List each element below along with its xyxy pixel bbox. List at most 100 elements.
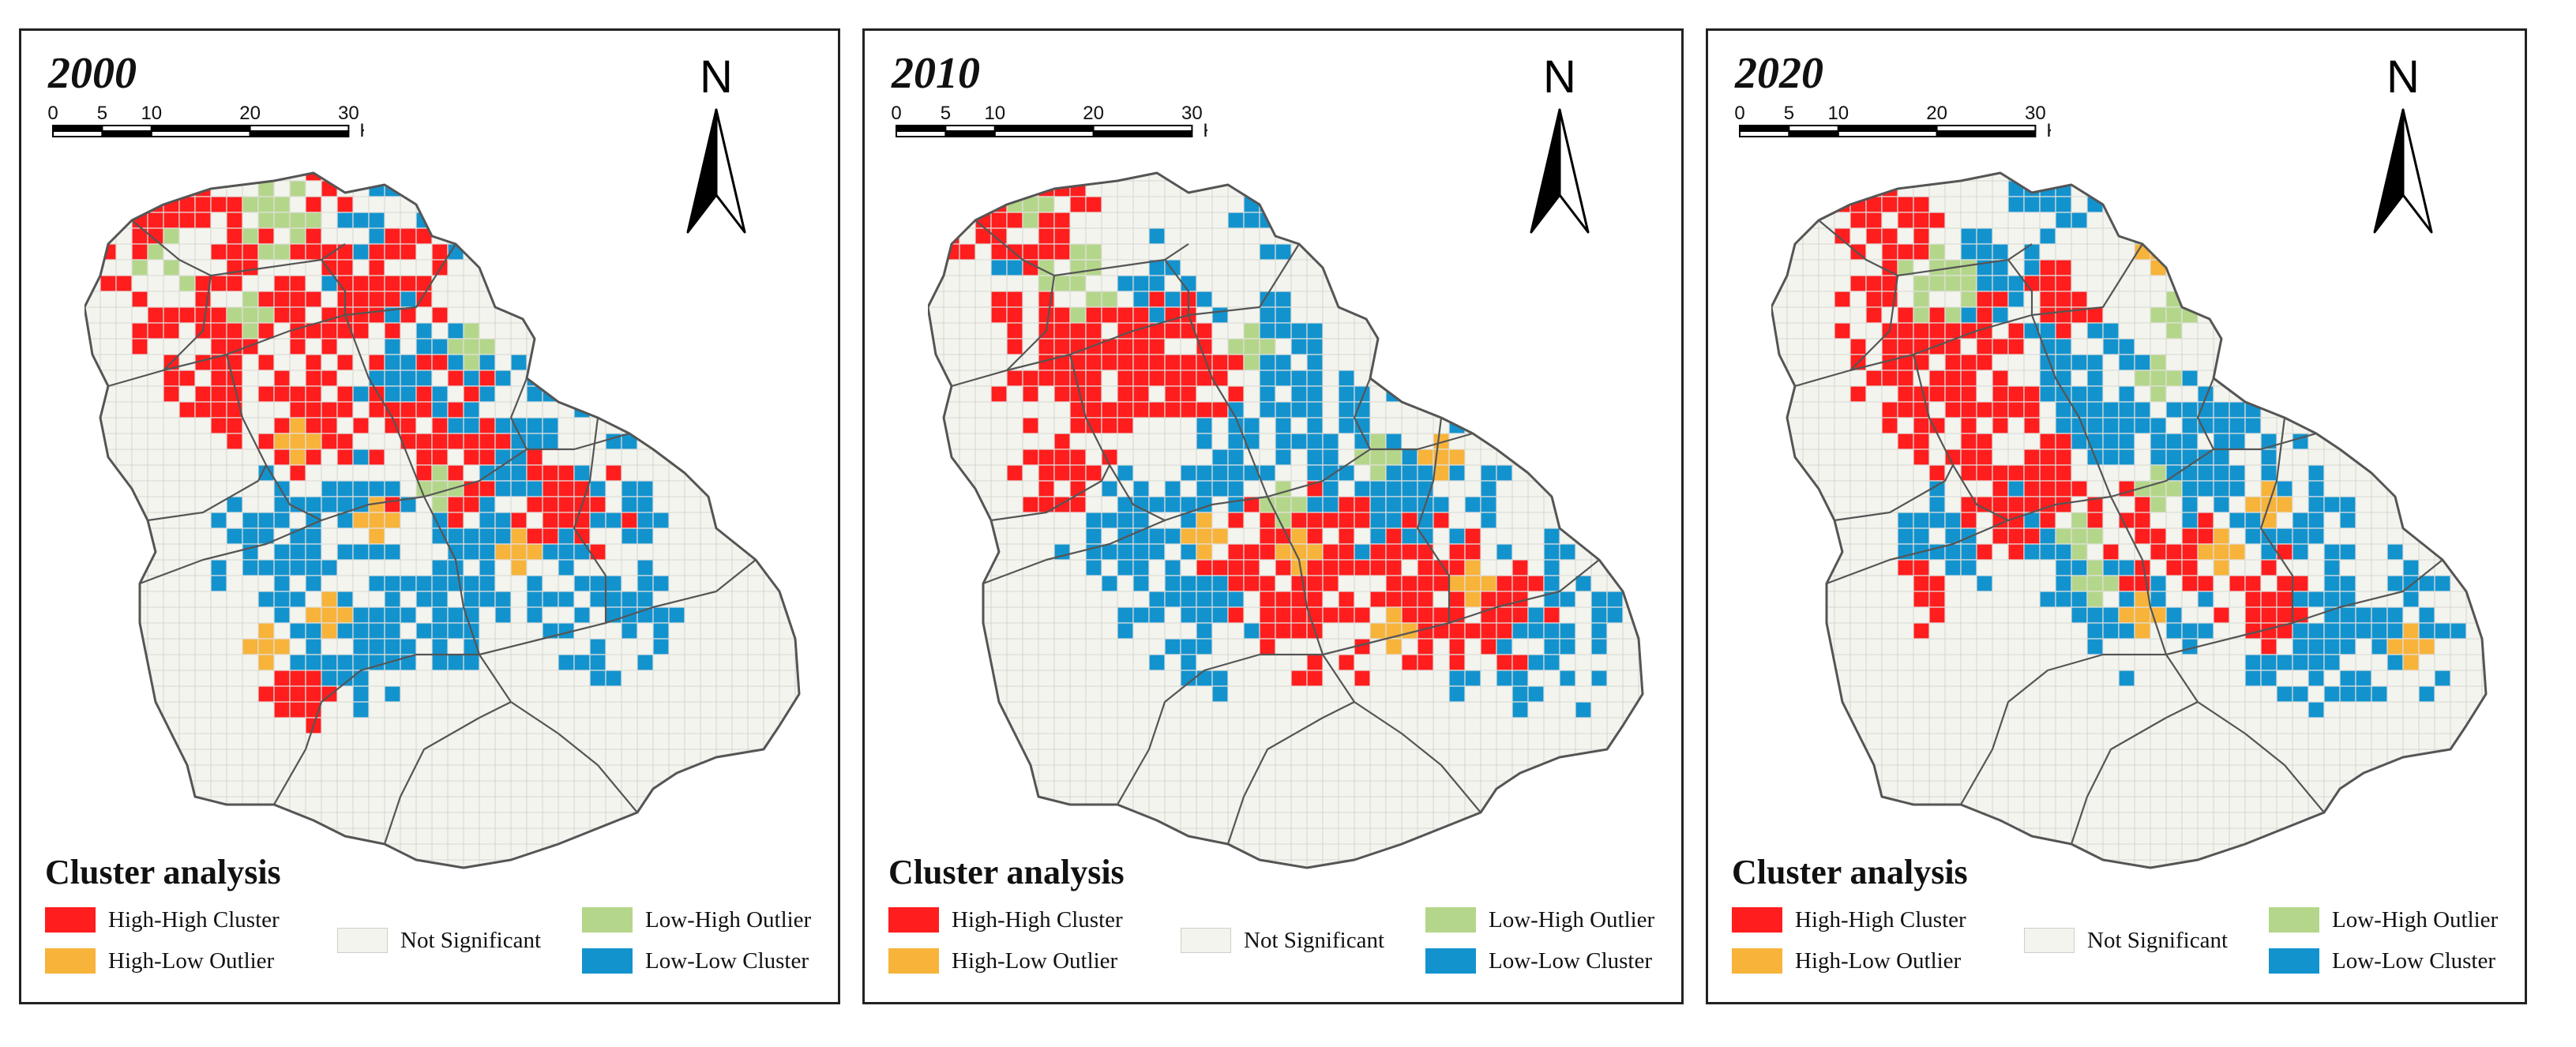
cell-hh (131, 291, 148, 308)
cell-ll (494, 591, 512, 608)
cell-hh (1243, 575, 1260, 592)
cell-ll (2118, 401, 2135, 418)
cell-ll (510, 464, 528, 482)
cell-hh (1038, 212, 1055, 229)
cell-hh (2276, 543, 2293, 561)
cell-ll (1290, 370, 1308, 387)
cell-hl (1180, 527, 1197, 545)
north-arrow-icon: N (1530, 54, 1590, 234)
cell-ll (573, 543, 591, 561)
cell-hh (147, 212, 164, 229)
cell-ll (1227, 212, 1245, 229)
cell-hh (336, 448, 354, 466)
cell-ll (368, 180, 385, 197)
cell-hh (84, 196, 101, 213)
cell-hh (163, 173, 180, 182)
cell-ll (368, 606, 385, 624)
cell-ll (415, 173, 433, 182)
cluster-map (1771, 149, 2488, 869)
cell-ll (1306, 433, 1324, 450)
district-boundaries (951, 220, 1600, 845)
cell-hh (257, 354, 275, 371)
cell-hh (273, 448, 291, 466)
legend-swatch-lh (1425, 907, 1476, 933)
legend-swatch-hh (1732, 907, 1782, 933)
cell-hh (1196, 559, 1213, 576)
cell-hh (1290, 622, 1308, 640)
district-boundary (990, 464, 1110, 522)
cell-hh (1227, 354, 1245, 371)
cell-hh (2118, 575, 2135, 592)
cell-ll (1385, 433, 1403, 450)
cell-ll (2229, 401, 2246, 418)
cell-ll (2181, 448, 2199, 466)
cell-ll (2229, 480, 2246, 497)
cell-lh (1275, 496, 1292, 513)
cell-hl (1448, 575, 1466, 592)
cell-lh (1259, 496, 1276, 513)
cell-ll (479, 496, 496, 513)
cell-hl (1369, 622, 1387, 640)
cell-ll (2150, 149, 2166, 165)
cell-ll (242, 512, 259, 529)
cell-ll (1196, 291, 1213, 308)
cell-ll (1385, 512, 1403, 529)
cell-hh (1306, 670, 1324, 687)
cell-hh (990, 385, 1008, 403)
cell-hh (242, 149, 258, 165)
cell-lh (2086, 591, 2104, 608)
cell-ll (1976, 227, 1993, 245)
cell-ll (1496, 464, 1513, 482)
cell-hh (2055, 464, 2072, 482)
legend-swatch-hh (888, 907, 939, 933)
cell-ll (1148, 275, 1166, 292)
cell-ll (2244, 654, 2262, 671)
cell-ll (384, 543, 401, 561)
cell-hh (1369, 543, 1387, 561)
cell-ll (352, 480, 370, 497)
cell-hh (1022, 370, 1039, 387)
cell-hh (990, 291, 1008, 308)
cell-ll (2039, 196, 2056, 213)
cell-hh (431, 448, 449, 466)
cell-ll (2102, 173, 2120, 182)
cell-lh (178, 275, 196, 292)
cell-ll (447, 196, 464, 213)
cell-ll (1211, 591, 1229, 608)
cell-hl (289, 417, 306, 434)
cell-hl (1290, 543, 1308, 561)
cell-hh (1417, 575, 1434, 592)
cell-hh (1992, 291, 2009, 308)
cell-ll (336, 591, 354, 608)
cell-ll (1306, 196, 1324, 213)
cell-hh (605, 464, 622, 482)
cell-hh (1275, 606, 1292, 624)
cell-hh (384, 496, 401, 513)
cell-hh (1227, 575, 1245, 592)
cell-hh (305, 448, 322, 466)
cell-hh (194, 385, 212, 403)
cell-hh (1085, 401, 1102, 418)
cell-ll (1401, 480, 1418, 497)
scale-tick-label: 20 (239, 103, 261, 124)
cell-ll (336, 212, 354, 229)
cell-lh (431, 496, 449, 513)
cell-ll (336, 622, 354, 640)
cell-ll (2086, 638, 2104, 655)
cell-hh (131, 322, 148, 340)
cell-ll (2339, 496, 2356, 513)
cell-hh (2007, 338, 2025, 355)
cell-hh (494, 433, 512, 450)
cell-lh (131, 259, 148, 276)
cell-ll (1590, 591, 1608, 608)
cell-hh (131, 196, 148, 213)
district-boundaries (1794, 220, 2443, 845)
cell-ll (526, 575, 543, 592)
cell-ll (2292, 591, 2309, 608)
cell-hh (1897, 212, 1914, 229)
cell-ll (305, 496, 322, 513)
cell-hh (1881, 196, 1898, 213)
cell-hh (321, 338, 338, 355)
cell-ll (1164, 575, 1181, 592)
cell-ll (289, 622, 306, 640)
